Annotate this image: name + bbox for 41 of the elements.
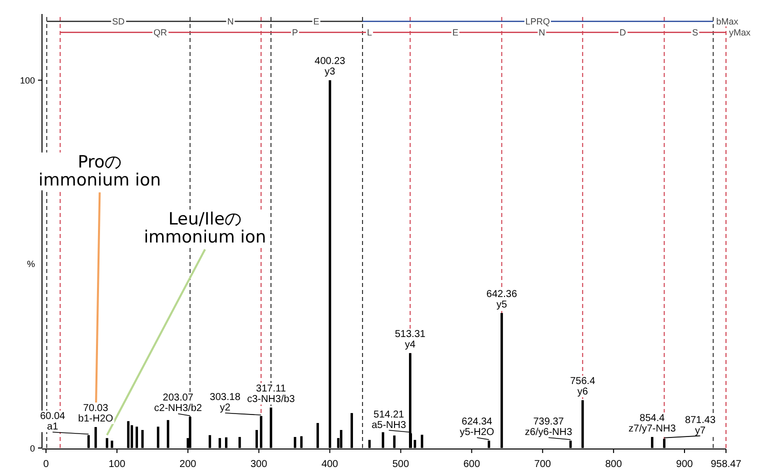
x-tick-label: 0 — [43, 459, 50, 470]
annotation: 317.11 c3-NH3/b3 — [247, 384, 296, 406]
annotation: 854.4 z7/y7-NH3 — [628, 412, 676, 434]
x-tick-label: 800 — [605, 459, 622, 470]
x-tick-label: 700 — [534, 459, 552, 470]
annotation: 60.04 a1 — [40, 411, 66, 433]
annotation: QR — [153, 27, 168, 38]
x-tick-label: 600 — [463, 459, 480, 470]
annotation: E — [313, 16, 320, 26]
annotation: 642.36 y5 — [486, 289, 518, 311]
annotation: 400.23 y3 — [314, 56, 346, 78]
annotation: D — [620, 27, 627, 38]
annotation: Proの immonium ion — [38, 152, 161, 190]
annotation: Leu/Ileの immonium ion — [144, 210, 266, 248]
x-tick-label: 400 — [321, 459, 339, 470]
annotation: 739.37 z6/y6-NH3 — [524, 416, 573, 438]
x-tick-label: 958.47 — [710, 459, 742, 470]
annotation: 70.03 b1-H2O — [78, 403, 114, 425]
annotation: LPRQ — [525, 16, 550, 26]
annotation: yMax — [729, 27, 751, 38]
annotation: 303.18 y2 — [210, 392, 241, 414]
y-axis-title: % — [26, 259, 35, 270]
x-tick-label: 200 — [180, 459, 197, 470]
x-tick-label: 500 — [392, 459, 410, 470]
annotation: 756.4 y6 — [570, 376, 596, 398]
annotation: L — [367, 27, 372, 38]
annotation: S — [692, 27, 698, 38]
x-tick-label: 900 — [676, 459, 694, 470]
annotation: 203.07 c2-NH3/b2 — [154, 392, 202, 414]
annotation: bMax — [716, 16, 739, 26]
annotation: SD — [112, 16, 126, 26]
annotation: P — [292, 27, 298, 38]
annotation: 624.34 y5-H2O — [460, 416, 494, 438]
annotation: N — [227, 16, 234, 26]
annotation: N — [538, 27, 546, 38]
x-tick-label: 100 — [108, 459, 126, 470]
annotation: 514.21 a5-NH3 — [372, 409, 406, 431]
annotation: 871.43 y7 — [684, 414, 716, 436]
annotation: 513.31 y4 — [394, 329, 426, 351]
annotation: E — [452, 27, 458, 38]
x-tick-label: 300 — [250, 459, 268, 470]
